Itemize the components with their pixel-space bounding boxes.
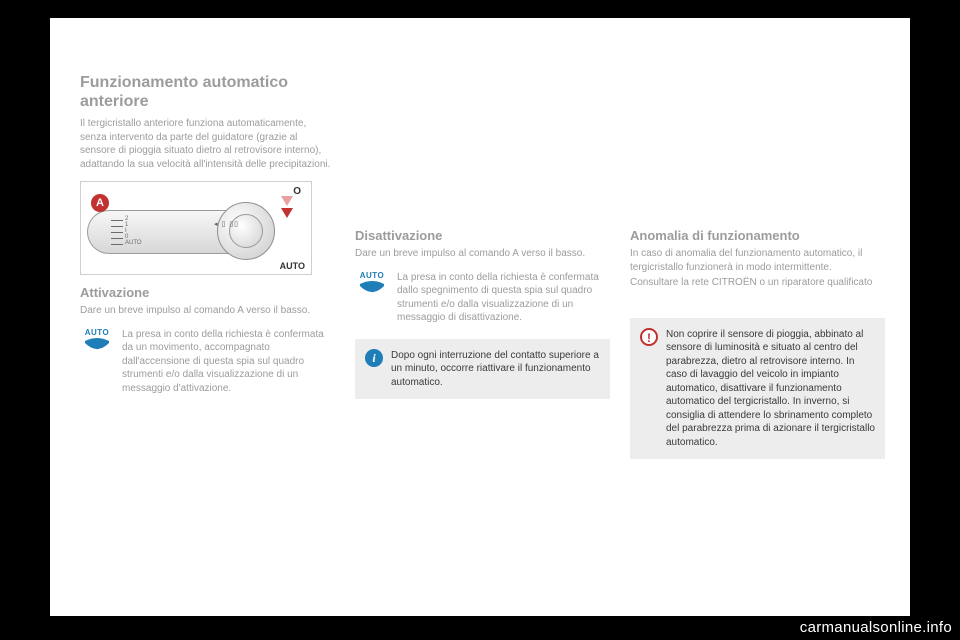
stalk-tick-label: AUTO bbox=[125, 240, 142, 246]
auto-wiper-icon: AUTO bbox=[80, 328, 114, 357]
warning-box: ! Non coprire il sensore di pioggia, abb… bbox=[630, 318, 885, 460]
deactivation-icon-row: AUTO La presa in conto della richiesta è… bbox=[355, 271, 610, 325]
deactivation-heading: Disattivazione bbox=[355, 228, 610, 243]
auto-icon-label: AUTO bbox=[80, 328, 114, 337]
figure-arrow-down-icon bbox=[281, 208, 293, 218]
deactivation-body: Dare un breve impulso al comando A verso… bbox=[355, 247, 610, 261]
activation-icon-text: La presa in conto della richiesta è conf… bbox=[122, 328, 335, 396]
auto-wiper-icon: AUTO bbox=[355, 271, 389, 300]
stalk-tick bbox=[111, 238, 123, 239]
stalk-tick bbox=[111, 244, 123, 245]
manual-page: Funzionamento automatico anteriore Il te… bbox=[50, 18, 910, 616]
deactivation-icon-text: La presa in conto della richiesta è conf… bbox=[397, 271, 610, 325]
fault-body-1: In caso di anomalia del funzionamento au… bbox=[630, 247, 885, 274]
auto-icon-label: AUTO bbox=[355, 271, 389, 280]
info-box: i Dopo ogni interruzione del contatto su… bbox=[355, 339, 610, 400]
figure-label-o: O bbox=[293, 186, 301, 197]
figure-label-auto: AUTO bbox=[280, 261, 305, 271]
activation-icon-row: AUTO La presa in conto della richiesta è… bbox=[80, 328, 335, 396]
column-right: Anomalia di funzionamento In caso di ano… bbox=[630, 228, 885, 459]
info-icon: i bbox=[365, 349, 383, 367]
activation-heading: Attivazione bbox=[80, 285, 335, 300]
stalk-tick bbox=[111, 220, 123, 221]
warning-icon: ! bbox=[640, 328, 658, 346]
stalk-figure: ◂ ▯ ▯▯ 2 1 I 0 AUTO A O AUTO bbox=[80, 181, 312, 275]
watermark: carmanualsonline.info bbox=[800, 619, 952, 636]
stalk-mode-icons: ◂ ▯ ▯▯ bbox=[214, 220, 239, 228]
section-title: Funzionamento automatico anteriore bbox=[80, 73, 335, 111]
stalk-tick bbox=[111, 232, 123, 233]
section-intro: Il tergicristallo anteriore funziona aut… bbox=[80, 117, 335, 171]
fault-body-2: Consultare la rete CITROËN o un riparato… bbox=[630, 276, 885, 290]
column-middle: Disattivazione Dare un breve impulso al … bbox=[355, 228, 610, 399]
activation-body: Dare un breve impulso al comando A verso… bbox=[80, 304, 335, 318]
warning-box-text: Non coprire il sensore di pioggia, abbin… bbox=[666, 328, 875, 450]
stalk-tick bbox=[111, 226, 123, 227]
column-left: Funzionamento automatico anteriore Il te… bbox=[80, 73, 335, 405]
fault-heading: Anomalia di funzionamento bbox=[630, 228, 885, 243]
info-box-text: Dopo ogni interruzione del contatto supe… bbox=[391, 349, 600, 390]
